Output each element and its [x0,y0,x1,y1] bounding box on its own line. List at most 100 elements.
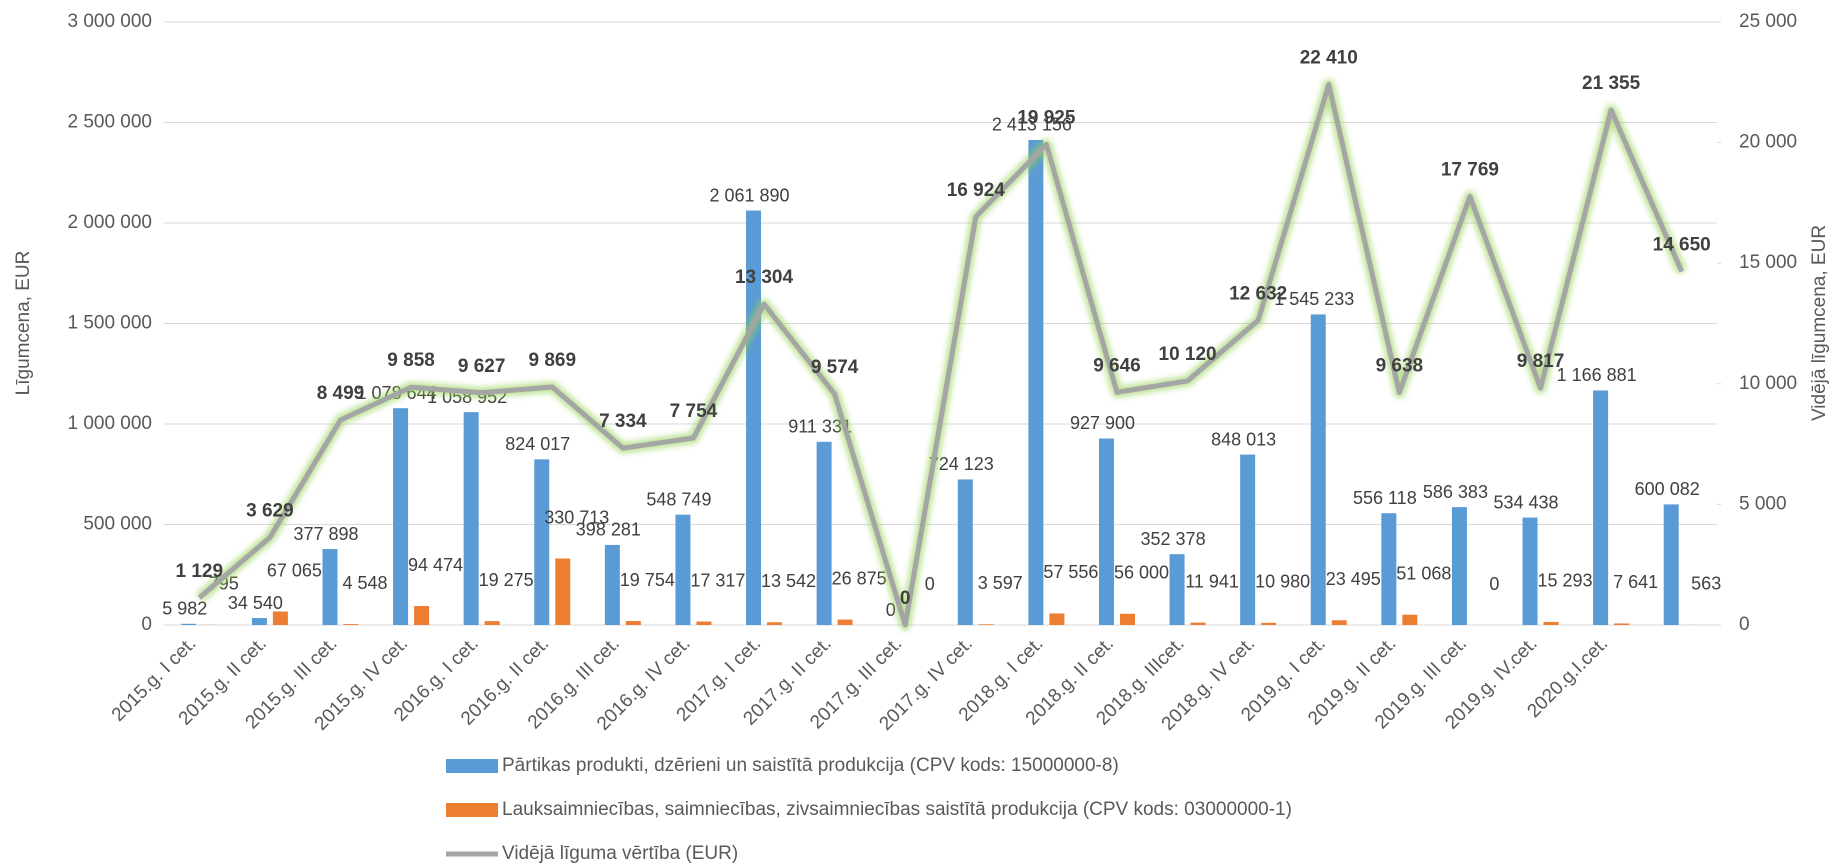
line-data-label: 10 120 [1159,344,1217,365]
line-data-label: 8 499 [317,383,365,404]
bar [978,624,994,625]
data-label: 0 [886,600,896,620]
y-tick-label: 3 000 000 [67,11,152,32]
data-label: 17 317 [690,570,745,590]
data-label: 927 900 [1070,413,1135,433]
data-label: 0 [925,574,935,594]
y2-tick-label: 5 000 [1739,493,1787,514]
y-tick-label: 1 500 000 [67,313,152,334]
line-data-label: 9 638 [1376,356,1424,377]
line-data-label: 9 817 [1517,351,1565,372]
bar [463,412,479,625]
line-data-label: 16 924 [947,180,1006,201]
bar [534,459,550,625]
data-label: 824 017 [505,434,570,454]
data-label: 13 542 [761,571,816,591]
data-label: 556 118 [1353,488,1417,508]
bar [1049,613,1065,625]
y-tick-label: 500 000 [83,514,152,535]
line-data-label: 9 627 [458,356,506,377]
bar [1543,621,1559,625]
data-label: 4 548 [342,573,387,593]
y-tick-label: 1 000 000 [67,413,152,434]
bar [1593,390,1609,625]
data-label: 534 438 [1493,492,1558,512]
y-axis-title: Līgumcena, EUR [13,251,34,396]
data-label: 5 982 [162,599,207,619]
bar [1663,504,1679,625]
bar [1522,517,1538,625]
data-label: 586 383 [1423,482,1488,502]
bar [1451,507,1467,625]
bar [816,441,832,625]
bar [1169,554,1185,625]
bar [1381,513,1397,625]
bar [957,479,973,625]
line-data-label: 9 858 [387,350,435,371]
bar [1261,622,1277,625]
bar [1190,622,1206,625]
bar [1098,438,1114,625]
y2-tick-label: 25 000 [1739,11,1797,32]
line-data-label: 13 304 [735,267,794,288]
y-tick-label: 2 500 000 [67,112,152,133]
line [197,81,1684,628]
bar [1402,614,1418,625]
line-data-label: 22 410 [1300,47,1358,68]
bar [1119,613,1135,625]
y2-tick-label: 10 000 [1739,373,1797,394]
data-label: 11 941 [1185,571,1239,591]
line-data-label: 21 355 [1582,73,1641,94]
line-data-label: 9 869 [528,350,576,371]
legend-label: Vidējā līguma vērtība (EUR) [502,843,738,864]
bar [393,408,409,625]
bar [181,623,197,625]
data-label: 377 898 [293,524,358,544]
data-label: 15 293 [1537,571,1592,591]
bar [675,514,691,625]
line-data-label: 0 [900,588,911,609]
bar [251,618,267,625]
data-label: 600 082 [1635,479,1700,499]
bar [484,621,500,625]
data-label: 51 068 [1396,563,1451,583]
data-label: 67 065 [267,560,322,580]
line-data-label: 9 574 [811,357,859,378]
line-data-label: 19 925 [1017,107,1076,128]
bar [555,558,571,625]
bar [1614,623,1630,625]
y2-tick-label: 0 [1739,614,1750,635]
bar [1310,314,1326,625]
data-label: 1 166 881 [1557,365,1637,385]
y2-axis-title: Vidējā līgumcena, EUR [1809,225,1830,421]
data-label: 19 275 [479,570,534,590]
line-data-label: 9 646 [1093,355,1141,376]
bar [1028,139,1044,626]
line-data-label: 14 650 [1653,235,1711,256]
bar [696,621,712,625]
bar [767,622,783,625]
data-label: 3 597 [978,573,1023,593]
bar [414,606,430,625]
y2-tick-label: 15 000 [1739,252,1797,273]
data-label: 7 641 [1613,572,1658,592]
data-label: 911 331 [788,417,852,437]
bar [343,624,359,625]
bar [1240,454,1256,625]
data-label: 352 378 [1141,529,1206,549]
data-label: 94 474 [408,555,463,575]
data-label: 57 556 [1043,562,1098,582]
data-label: 23 495 [1326,569,1381,589]
data-label: 10 980 [1255,572,1310,592]
data-label: 1 545 233 [1274,289,1354,309]
line-data-label: 7 754 [670,401,718,422]
data-label: 19 754 [620,570,675,590]
bar [1331,620,1347,625]
line-data-label: 17 769 [1441,159,1499,180]
data-label: 2 061 890 [709,185,789,205]
line-data-label: 12 632 [1229,283,1287,304]
data-label: 0 [1489,574,1499,594]
legend-label: Lauksaimniecības, saimniecības, zivsaimn… [502,799,1292,820]
y-tick-label: 2 000 000 [67,212,152,233]
